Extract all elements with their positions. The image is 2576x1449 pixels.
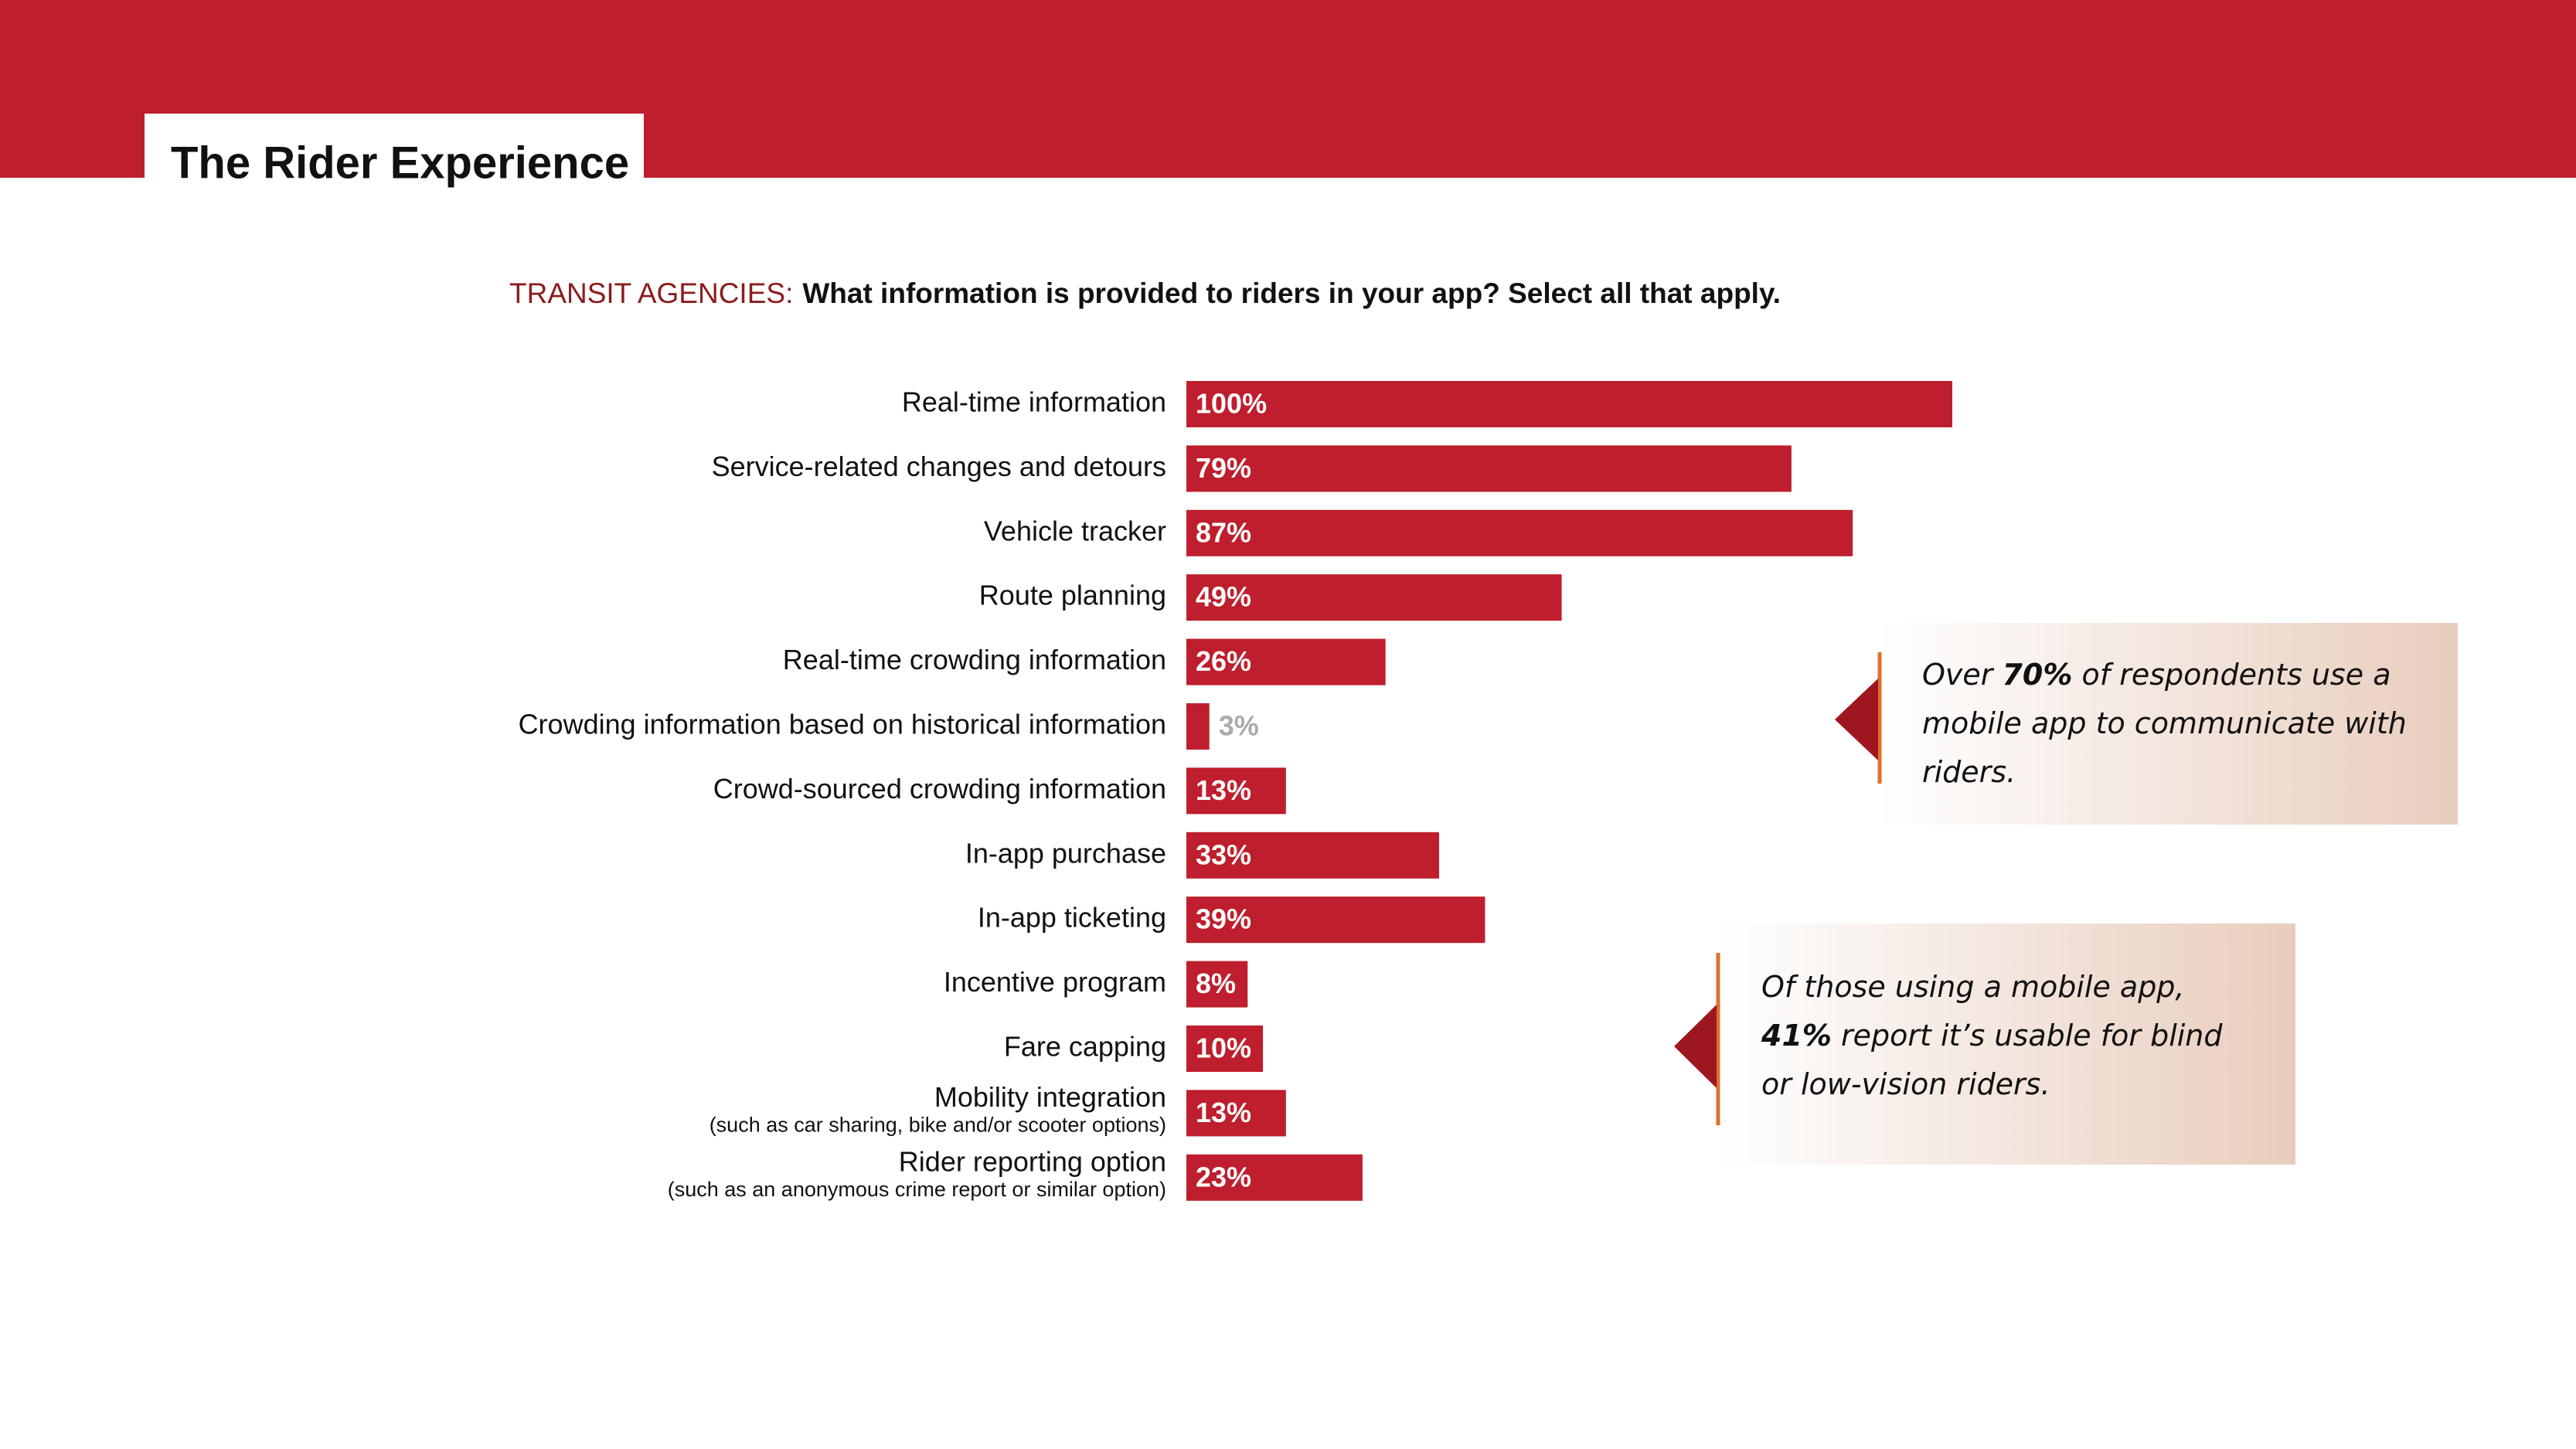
category-label: Fare capping: [1004, 1031, 1166, 1063]
category-label: Crowding information based on historical…: [519, 709, 1166, 740]
category-label: Mobility integration: [934, 1081, 1166, 1113]
bar: [1186, 638, 1386, 685]
title-tab: [145, 114, 644, 183]
callout-text: Over 70% of respondents use a mobile app…: [1922, 651, 2417, 797]
category-note: (such as an anonymous crime report or si…: [668, 1178, 1166, 1201]
chart-subtitle: TRANSIT AGENCIES: What information is pro…: [509, 277, 1781, 309]
value-label: 26%: [1196, 645, 1251, 677]
callout-text-part: report it’s usable for blind or low-visi…: [1761, 1019, 2223, 1101]
value-label: 23%: [1196, 1161, 1251, 1192]
callout-2: Of those using a mobile app, 41% report …: [1674, 923, 2295, 1165]
bar: [1186, 509, 1853, 556]
category-label: Real-time crowding information: [783, 644, 1166, 675]
value-label: 13%: [1196, 774, 1251, 806]
chart-title: What information is provided to riders i…: [802, 277, 1781, 309]
callout-number: 70%: [2002, 658, 2073, 692]
bar: [1186, 381, 1952, 427]
category-label: In-app ticketing: [978, 902, 1166, 934]
value-label: 3%: [1219, 710, 1259, 742]
category-label: Vehicle tracker: [984, 515, 1166, 546]
value-label: 87%: [1196, 516, 1251, 548]
category-label: Crowd-sourced crowding information: [713, 773, 1166, 804]
bar: [1186, 896, 1485, 944]
bar: [1186, 767, 1286, 815]
callout-pointer: [1674, 1005, 1717, 1088]
bar: [1186, 574, 1562, 621]
callout-text-box: Of those using a mobile app, 41% report …: [1761, 963, 2256, 1109]
page-title: The Rider Experience: [171, 138, 629, 188]
bar: [1186, 832, 1440, 879]
value-label: 8%: [1196, 968, 1236, 999]
callout-text-part: Of those using a mobile app,: [1761, 970, 2185, 1004]
callout-box: [1717, 923, 2295, 1165]
callout-pointer: [1835, 679, 1878, 760]
value-label: 33%: [1196, 838, 1251, 870]
callout-1: Over 70% of respondents use a mobile app…: [1835, 623, 2458, 825]
value-label: 10%: [1196, 1032, 1251, 1064]
callout-text-part: Over: [1922, 658, 2003, 692]
category-note: (such as car sharing, bike and/or scoote…: [710, 1114, 1166, 1137]
bar: [1186, 1090, 1286, 1137]
bar: [1186, 1154, 1363, 1201]
callout-text-box: Over 70% of respondents use a mobile app…: [1922, 651, 2417, 797]
callout-number: 41%: [1761, 1019, 1832, 1053]
bar: [1186, 1026, 1264, 1072]
callout-text-part: of respondents use a mobile app to commu…: [1922, 658, 2407, 789]
value-label: 79%: [1196, 452, 1251, 484]
callout-text: Of those using a mobile app, 41% report …: [1761, 963, 2256, 1109]
category-label: Service-related changes and detours: [712, 451, 1166, 482]
category-label: Incentive program: [944, 966, 1166, 998]
subtitle-prefix: TRANSIT AGENCIES:: [509, 277, 793, 309]
value-label: 49%: [1196, 581, 1251, 613]
category-label: Rider reporting option: [899, 1145, 1166, 1177]
bar: [1186, 961, 1248, 1008]
callout-box: [1878, 623, 2458, 825]
category-label: In-app purchase: [965, 837, 1166, 869]
value-label: 13%: [1196, 1097, 1251, 1128]
bar: [1186, 703, 1210, 750]
bar: [1186, 445, 1792, 492]
category-label: Route planning: [979, 580, 1166, 611]
category-label: Real-time information: [902, 386, 1166, 418]
value-label: 39%: [1196, 903, 1251, 935]
value-label: 100%: [1196, 388, 1267, 420]
